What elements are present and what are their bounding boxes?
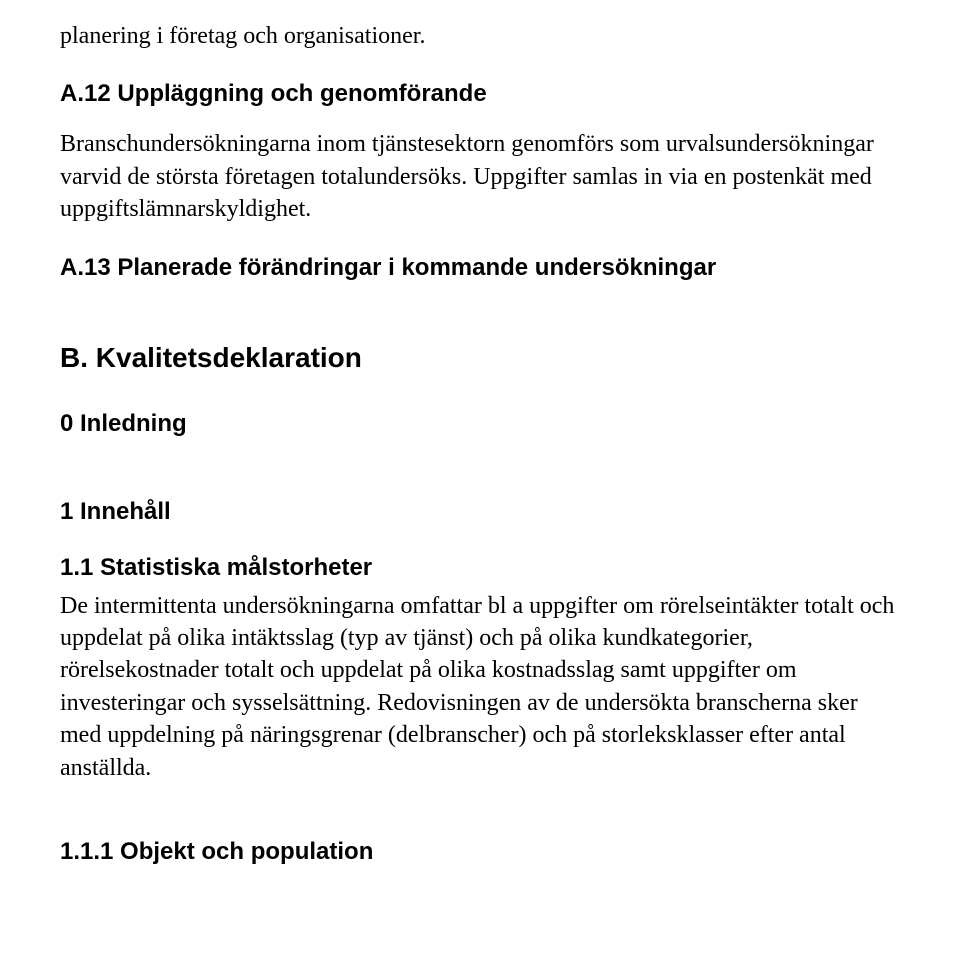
document-page: planering i företag och organisationer. … xyxy=(0,0,960,906)
heading-a13: A.13 Planerade förändringar i kommande u… xyxy=(60,254,900,282)
heading-1-1-1-objekt: 1.1.1 Objekt och population xyxy=(60,838,900,866)
heading-1-1-statistiska: 1.1 Statistiska målstorheter xyxy=(60,554,900,582)
heading-a12: A.12 Uppläggning och genomförande xyxy=(60,80,900,108)
intro-fragment-text: planering i företag och organisationer. xyxy=(60,20,900,52)
paragraph-1-1: De intermittenta undersökningarna omfatt… xyxy=(60,590,900,784)
heading-section-b: B. Kvalitetsdeklaration xyxy=(60,342,900,374)
paragraph-a12: Branschundersökningarna inom tjänstesekt… xyxy=(60,128,900,225)
heading-0-inledning: 0 Inledning xyxy=(60,410,900,438)
heading-1-innehall: 1 Innehåll xyxy=(60,498,900,526)
